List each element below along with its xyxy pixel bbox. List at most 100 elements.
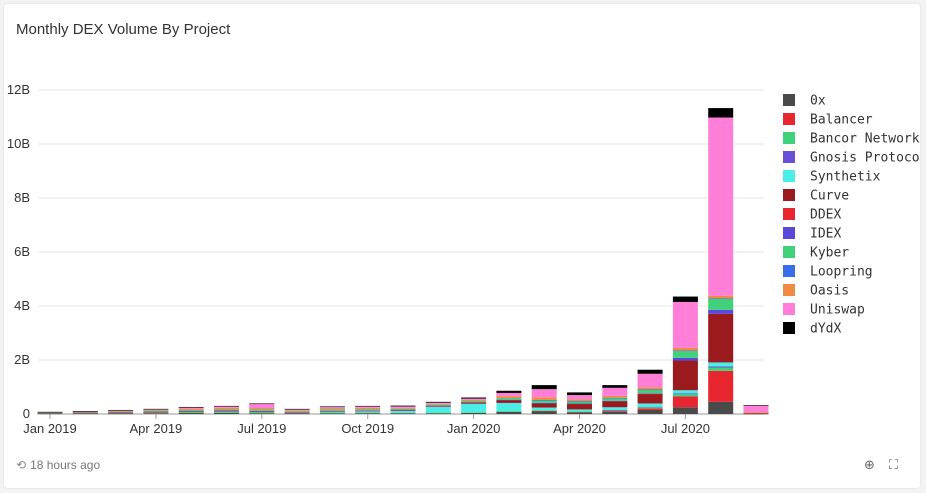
- bar-segment[interactable]: [425, 401, 451, 403]
- fullscreen-icon[interactable]: ⛶: [888, 457, 898, 472]
- bar-segment[interactable]: [602, 410, 628, 412]
- bar-segment[interactable]: [214, 410, 239, 412]
- bar-segment[interactable]: [319, 411, 345, 413]
- bar-segment[interactable]: [496, 411, 522, 412]
- legend-item[interactable]: Kyber: [783, 246, 849, 261]
- bar-segment[interactable]: [496, 390, 522, 393]
- bar-segment[interactable]: [708, 295, 734, 299]
- bar-stack[interactable]: [178, 406, 204, 414]
- bar-stack[interactable]: [72, 411, 98, 415]
- bar-segment[interactable]: [567, 403, 592, 405]
- bar-segment[interactable]: [425, 405, 451, 407]
- bar-segment[interactable]: [496, 411, 522, 414]
- bar-segment[interactable]: [708, 298, 734, 300]
- bar-segment[interactable]: [37, 411, 63, 413]
- bar-segment[interactable]: [355, 410, 381, 411]
- bar-segment[interactable]: [461, 397, 487, 399]
- bar-segment[interactable]: [178, 411, 204, 413]
- bar-segment[interactable]: [637, 373, 663, 388]
- bar-segment[interactable]: [178, 411, 204, 412]
- bar-segment[interactable]: [143, 408, 169, 410]
- bar-segment[interactable]: [637, 393, 663, 395]
- bar-segment[interactable]: [602, 395, 628, 398]
- bar-segment[interactable]: [355, 407, 381, 410]
- bar-segment[interactable]: [178, 412, 204, 413]
- bar-segment[interactable]: [708, 362, 734, 367]
- bar-segment[interactable]: [214, 407, 239, 410]
- bar-segment[interactable]: [319, 409, 345, 411]
- bar-segment[interactable]: [531, 385, 557, 390]
- bar-segment[interactable]: [637, 393, 663, 394]
- bar-segment[interactable]: [672, 396, 698, 408]
- bar-segment[interactable]: [637, 394, 663, 404]
- legend-item[interactable]: DDEX: [783, 208, 841, 223]
- bar-segment[interactable]: [390, 408, 416, 410]
- bar-segment[interactable]: [143, 411, 169, 413]
- legend-item[interactable]: Balancer: [783, 113, 873, 128]
- bar-segment[interactable]: [602, 398, 628, 401]
- bar-stack[interactable]: [672, 296, 698, 414]
- bar-segment[interactable]: [319, 406, 345, 408]
- bar-segment[interactable]: [567, 412, 592, 414]
- bar-segment[interactable]: [249, 409, 275, 411]
- bar-segment[interactable]: [602, 411, 628, 412]
- bar-segment[interactable]: [708, 108, 734, 118]
- bar-segment[interactable]: [355, 412, 381, 414]
- legend-item[interactable]: Oasis: [783, 284, 849, 299]
- bar-segment[interactable]: [72, 412, 98, 413]
- bar-stack[interactable]: [37, 411, 63, 415]
- bar-segment[interactable]: [108, 412, 134, 414]
- bar-segment[interactable]: [637, 389, 663, 391]
- bar-stack[interactable]: [496, 390, 522, 414]
- bar-segment[interactable]: [567, 395, 592, 400]
- legend-item[interactable]: Loopring: [783, 265, 873, 280]
- bar-segment[interactable]: [108, 412, 134, 413]
- bar-segment[interactable]: [249, 408, 275, 410]
- bar-stack[interactable]: [637, 369, 663, 414]
- bar-segment[interactable]: [143, 409, 169, 411]
- bar-segment[interactable]: [602, 385, 628, 388]
- bar-segment[interactable]: [708, 370, 734, 402]
- bar-segment[interactable]: [178, 412, 204, 414]
- bar-segment[interactable]: [602, 387, 628, 396]
- bar-segment[interactable]: [531, 402, 557, 404]
- bar-segment[interactable]: [637, 389, 663, 394]
- bar-segment[interactable]: [567, 404, 592, 410]
- bar-segment[interactable]: [637, 407, 663, 409]
- bar-segment[interactable]: [108, 413, 134, 415]
- bar-stack[interactable]: [319, 406, 345, 414]
- bar-segment[interactable]: [178, 409, 204, 412]
- bar-segment[interactable]: [319, 406, 345, 409]
- bar-segment[interactable]: [531, 397, 557, 400]
- bar-stack[interactable]: [461, 397, 487, 414]
- bar-segment[interactable]: [708, 367, 734, 371]
- bar-segment[interactable]: [143, 412, 169, 414]
- bar-stack[interactable]: [708, 108, 734, 414]
- bar-stack[interactable]: [284, 408, 310, 415]
- bar-segment[interactable]: [355, 413, 381, 414]
- bar-segment[interactable]: [743, 412, 769, 413]
- bar-segment[interactable]: [602, 401, 628, 408]
- bar-segment[interactable]: [567, 412, 592, 413]
- bar-segment[interactable]: [672, 350, 698, 352]
- bar-stack[interactable]: [567, 392, 592, 414]
- bar-segment[interactable]: [425, 412, 451, 414]
- bar-segment[interactable]: [249, 403, 275, 405]
- bar-segment[interactable]: [355, 410, 381, 412]
- bar-segment[interactable]: [602, 400, 628, 402]
- bar-segment[interactable]: [602, 409, 628, 411]
- bar-segment[interactable]: [708, 298, 734, 310]
- legend-item[interactable]: IDEX: [783, 227, 841, 242]
- bar-segment[interactable]: [461, 402, 487, 403]
- bar-segment[interactable]: [708, 309, 734, 314]
- bar-segment[interactable]: [531, 389, 557, 398]
- bar-segment[interactable]: [284, 410, 310, 412]
- bar-segment[interactable]: [531, 400, 557, 403]
- bar-segment[interactable]: [284, 412, 310, 413]
- bar-segment[interactable]: [531, 411, 557, 412]
- bar-segment[interactable]: [461, 398, 487, 400]
- bar-segment[interactable]: [72, 411, 98, 412]
- bar-segment[interactable]: [672, 393, 698, 395]
- bar-segment[interactable]: [319, 410, 345, 412]
- bar-stack[interactable]: [108, 409, 134, 415]
